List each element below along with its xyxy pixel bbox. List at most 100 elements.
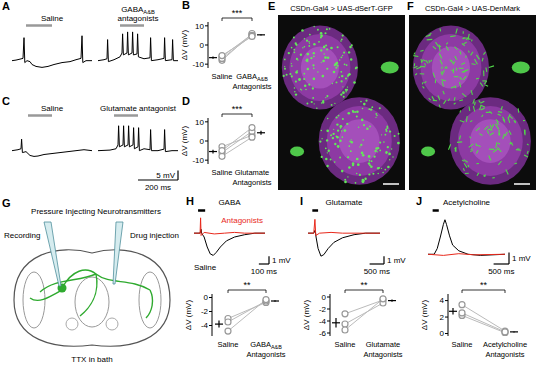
denmark-signal [496, 142, 497, 148]
gfp-puncta [338, 115, 340, 117]
image-scale-bar [383, 183, 399, 185]
gfp-puncta [340, 56, 342, 58]
gfp-puncta [341, 39, 343, 41]
significance: ** [360, 280, 368, 290]
denmark-signal [472, 63, 476, 65]
panel-letter: A [2, 0, 10, 12]
gfp-puncta [337, 65, 339, 67]
gfp-puncta [350, 150, 352, 152]
label-line: Acetylcholine [443, 198, 491, 207]
scale-label: 5 mV [156, 171, 175, 180]
denmark-signal [445, 68, 447, 69]
label-line: Saline [452, 340, 473, 349]
denmark-signal [477, 163, 479, 164]
label-line: ΔV (mV) [184, 300, 193, 331]
denmark-signal [514, 163, 517, 165]
data-point [502, 328, 508, 334]
denmark-signal [490, 133, 494, 136]
significance: ** [243, 280, 251, 290]
category-label: Saline [452, 340, 473, 349]
panel-title: Glutamate [326, 198, 363, 207]
gfp-puncta [369, 126, 371, 128]
denmark-signal [463, 31, 464, 34]
denmark-signal [503, 134, 505, 139]
data-point [502, 330, 508, 336]
pair-line [222, 131, 252, 152]
label-line: 100 ms [251, 267, 277, 276]
gfp-puncta [342, 55, 343, 56]
denmark-signal [462, 93, 466, 97]
panel-letter: C [2, 95, 10, 107]
gfp-puncta [363, 103, 366, 106]
gfp-puncta [317, 29, 319, 31]
denmark-signal [476, 150, 478, 153]
gfp-puncta [306, 53, 309, 56]
gfp-puncta [330, 159, 332, 161]
mean-line [510, 331, 518, 332]
data-point [380, 296, 386, 302]
gfp-puncta [295, 71, 298, 74]
gfp-puncta [312, 87, 314, 89]
label-line: *** [232, 104, 243, 114]
denmark-signal [514, 120, 515, 122]
label-line: ** [480, 280, 488, 290]
denmark-signal [421, 60, 423, 63]
denmark-signal [415, 74, 417, 76]
label-line: 0 [200, 137, 205, 146]
panel-letter: H [186, 195, 194, 207]
gfp-puncta [313, 68, 315, 70]
denmark-signal [454, 76, 459, 77]
error-bar [335, 318, 336, 328]
gfp-puncta [326, 129, 329, 132]
tick-label: 0 [200, 137, 205, 146]
error-bar [391, 299, 392, 301]
denmark-signal [505, 132, 507, 136]
pair-line [222, 34, 252, 61]
gfp-puncta [333, 71, 336, 74]
denmark-signal [489, 66, 494, 68]
gfp-puncta [291, 47, 293, 49]
denmark-signal [446, 66, 448, 68]
y-tick [205, 121, 208, 122]
denmark-signal [413, 55, 418, 57]
denmark-signal [456, 29, 458, 34]
trace-group [428, 254, 505, 256]
label-line: *** [232, 8, 243, 18]
denmark-signal [444, 100, 447, 104]
scale-bar-voltage [177, 170, 178, 180]
label-line: 0 [204, 293, 209, 302]
significance: *** [232, 8, 243, 18]
gfp-puncta [347, 76, 349, 78]
gfp-puncta [329, 28, 331, 30]
gfp-puncta [391, 148, 392, 149]
cell-body [421, 147, 435, 157]
gfp-puncta [392, 156, 394, 158]
denmark-signal [438, 96, 440, 101]
gfp-puncta [364, 177, 366, 179]
panel-title: CSDn-Gal4 > UAS-DenMark [425, 4, 520, 13]
gfp-puncta [304, 38, 305, 39]
denmark-signal [461, 63, 465, 65]
denmark-signal [498, 161, 501, 165]
gfp-puncta [359, 146, 360, 147]
denmark-signal [425, 81, 427, 83]
gfp-puncta [347, 156, 349, 158]
denmark-signal [523, 120, 525, 121]
tick-label: 2 [440, 313, 445, 322]
denmark-signal [498, 147, 502, 152]
gfp-puncta [346, 89, 348, 91]
gfp-puncta [339, 59, 341, 61]
panel-letter: E [268, 0, 275, 12]
gfp-puncta [326, 165, 328, 167]
denmark-signal [477, 173, 479, 176]
gfp-puncta [305, 89, 307, 91]
gfp-puncta [383, 141, 385, 143]
gfp-puncta [303, 73, 305, 75]
gfp-puncta [326, 139, 328, 141]
tick-label: 4 [440, 296, 445, 305]
gfp-puncta [348, 112, 351, 115]
gfp-puncta [326, 68, 328, 70]
denmark-signal [441, 71, 442, 74]
label-line: 200 ms [145, 183, 171, 192]
denmark-signal [485, 68, 487, 72]
